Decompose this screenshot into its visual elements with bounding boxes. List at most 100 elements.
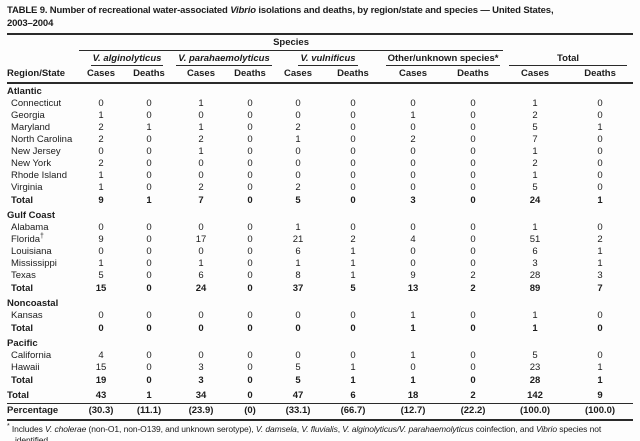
cell-value: 0 <box>295 158 301 169</box>
group-header-label: V. vulnificus <box>298 53 358 66</box>
cell-value: 4 <box>410 234 416 245</box>
cell-value: 1 <box>597 246 603 257</box>
table-row-region: Gulf Coast <box>7 208 633 222</box>
cell-value: 0 <box>410 170 416 181</box>
cell-value: 1 <box>532 146 538 157</box>
cell-value: 2 <box>295 182 301 193</box>
footnote-segment: V. fluvialis <box>301 424 338 434</box>
cell-value: 0 <box>247 310 253 321</box>
cell-value: 0 <box>247 258 253 269</box>
cell-value: 2 <box>295 122 301 133</box>
cell-value: 0 <box>470 98 476 109</box>
footnote-segment: Vibrio <box>535 424 557 434</box>
row-label: North Carolina <box>11 134 73 145</box>
row-label: Total <box>11 375 33 386</box>
column-header-deaths: Deaths <box>567 67 634 84</box>
table-row-region: Pacific <box>7 336 633 350</box>
cell-value: 0 <box>410 258 416 269</box>
cell-value: 1 <box>350 270 356 281</box>
cell-value: 0 <box>295 350 301 361</box>
cell-value: (33.1) <box>273 403 323 421</box>
species-spanner-label: Species <box>79 35 504 51</box>
title-italic-word: Vibrio <box>230 5 256 16</box>
cell-value: 2 <box>470 270 476 281</box>
group-header-label: V. alginolyticus <box>90 53 164 66</box>
cell-value: 0 <box>410 158 416 169</box>
footnote-segment: V. damsela <box>255 424 297 434</box>
cell-value: (66.7) <box>323 403 383 421</box>
row-label: New Jersey <box>11 146 61 157</box>
cell-value: 0 <box>470 158 476 169</box>
cell-value: 1 <box>597 362 603 373</box>
cell-value: 0 <box>146 310 152 321</box>
column-header-row: Region/State Cases Deaths Cases Deaths C… <box>7 67 634 84</box>
spacer-cell <box>503 35 633 51</box>
cell-value: 0 <box>198 310 204 321</box>
cell-value: 7 <box>597 283 603 294</box>
cell-value: 19 <box>95 375 107 386</box>
cell-value: 0 <box>470 258 476 269</box>
cell-value: 9 <box>98 234 104 245</box>
cell-value: 13 <box>407 283 419 294</box>
cell-value: 2 <box>98 158 104 169</box>
group-header-label: Total <box>509 54 628 66</box>
table-row-state: Connecticut 0 0 1 0 0 0 0 0 1 0 <box>7 98 633 110</box>
cell-value: 0 <box>350 323 356 334</box>
column-header-deaths: Deaths <box>123 67 175 84</box>
table-row-state: Rhode Island 1 0 0 0 0 0 0 0 1 0 <box>7 170 633 182</box>
cell-value: 0 <box>98 146 104 157</box>
cell-value: 0 <box>470 146 476 157</box>
spacer-cell <box>7 35 79 51</box>
cell-value: 0 <box>198 170 204 181</box>
cell-value: 89 <box>529 283 541 294</box>
cell-value: 0 <box>146 350 152 361</box>
cell-value: 1 <box>198 122 204 133</box>
cell-value: (100.0) <box>503 403 568 421</box>
cell-value: 0 <box>470 170 476 181</box>
cell-value: 0 <box>146 234 152 245</box>
row-label: Virginia <box>11 182 43 193</box>
cell-value: 0 <box>295 310 301 321</box>
row-label: Total <box>11 195 33 206</box>
column-header-cases: Cases <box>383 67 443 84</box>
cell-value: 0 <box>597 170 603 181</box>
row-label: Gulf Coast <box>7 210 56 221</box>
cell-value: 0 <box>470 195 476 206</box>
cell-value: 1 <box>532 98 538 109</box>
cell-value: 34 <box>195 390 207 401</box>
cell-value: 0 <box>295 323 301 334</box>
column-header-cases: Cases <box>79 67 123 84</box>
table-row-state: Virginia 1 0 2 0 2 0 0 0 5 0 <box>7 182 633 194</box>
table-row-total: Total 15 0 24 0 37 5 13 2 89 7 <box>7 282 633 296</box>
cell-value: 1 <box>198 146 204 157</box>
cell-value: 0 <box>470 122 476 133</box>
table-title: TABLE 9. Number of recreational water-as… <box>7 4 633 30</box>
cell-value: 0 <box>146 158 152 169</box>
cell-value: 0 <box>247 283 253 294</box>
cell-value: 0 <box>350 146 356 157</box>
cell-value: (23.9) <box>175 403 227 421</box>
group-header-parahaemolyticus: V. parahaemolyticus <box>175 51 273 68</box>
cell-value: 1 <box>295 134 301 145</box>
cell-value: 0 <box>146 146 152 157</box>
cell-value: 2 <box>470 390 476 401</box>
cell-value: 0 <box>470 182 476 193</box>
column-header-cases: Cases <box>273 67 323 84</box>
cell-value: 6 <box>532 246 538 257</box>
cell-value: 28 <box>529 270 541 281</box>
table-row-state: Alabama 0 0 0 0 1 0 0 0 1 0 <box>7 222 633 234</box>
cell-value: 0 <box>247 375 253 386</box>
cell-value: 0 <box>146 283 152 294</box>
cell-value: 0 <box>597 323 603 334</box>
cell-value: 5 <box>295 375 301 386</box>
cell-value: 1 <box>98 170 104 181</box>
cell-value: 0 <box>350 170 356 181</box>
row-label: Georgia <box>11 110 45 121</box>
cell-value: 6 <box>350 390 356 401</box>
empty-cell <box>79 336 633 350</box>
cell-value: 0 <box>470 362 476 373</box>
cell-value: 0 <box>410 222 416 233</box>
table-row-state: Kansas 0 0 0 0 0 0 1 0 1 0 <box>7 310 633 322</box>
table-row-state: California 4 0 0 0 0 0 1 0 5 0 <box>7 350 633 362</box>
region-state-header: Region/State <box>7 67 79 84</box>
